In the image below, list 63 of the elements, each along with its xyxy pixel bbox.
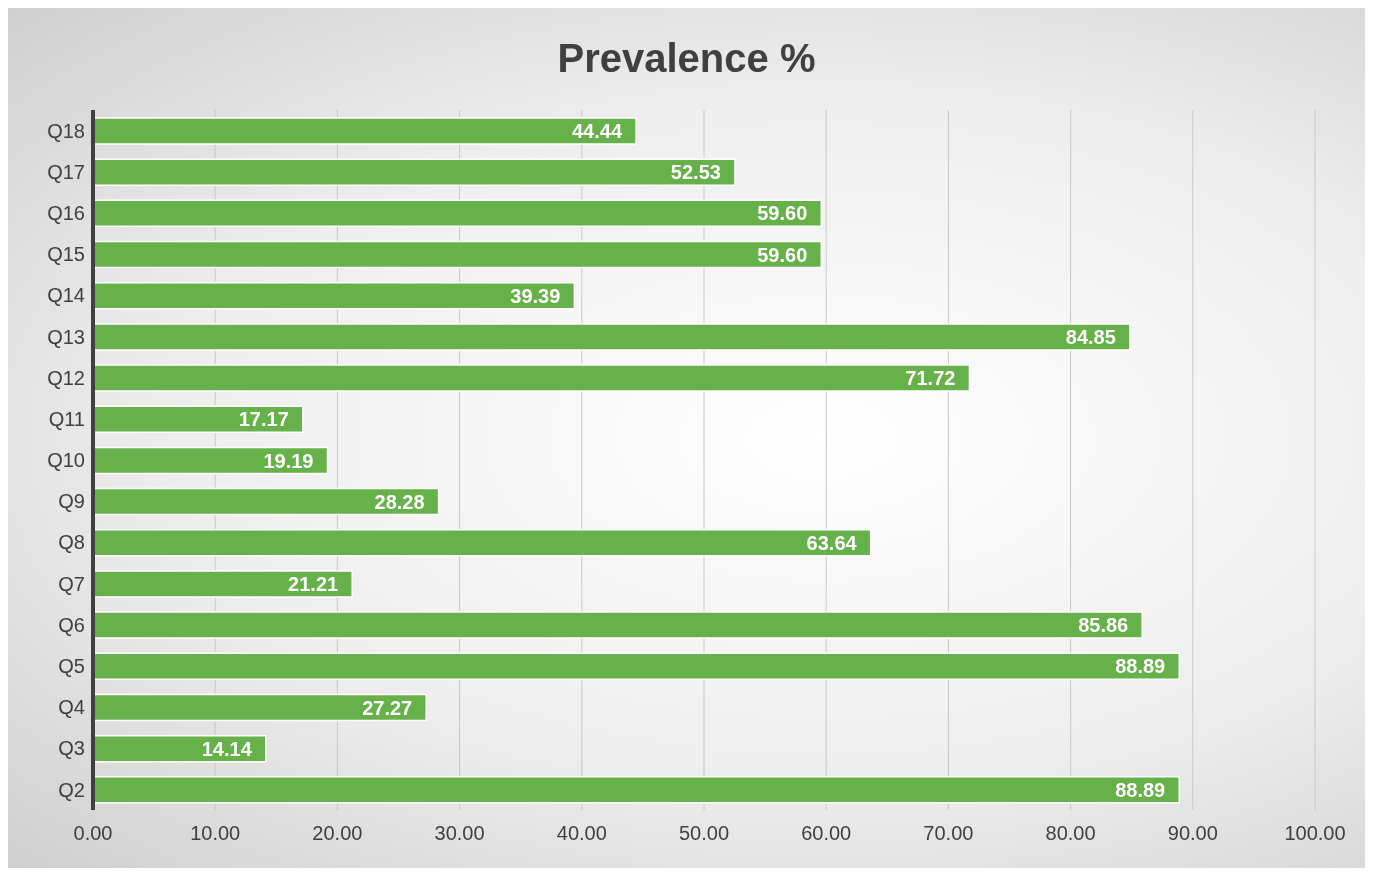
bar (93, 570, 353, 598)
y-tick-label: Q15 (47, 243, 85, 266)
y-tick-label: Q11 (48, 407, 85, 430)
bar (93, 693, 427, 722)
bar (93, 281, 576, 310)
chart-title: Prevalence % (556, 35, 817, 80)
x-tick-label: 10.00 (190, 822, 241, 845)
bar (93, 734, 267, 763)
x-tick-label: 100.00 (1284, 822, 1346, 845)
data-label: 63.64 (806, 531, 858, 554)
x-tick-label: 90.00 (1167, 822, 1218, 845)
data-label: 39.39 (510, 284, 561, 307)
data-label: 59.60 (757, 202, 808, 225)
data-label: 21.21 (288, 573, 339, 596)
data-label: 71.72 (905, 367, 956, 390)
y-tick-label: Q3 (58, 737, 85, 760)
x-tick-label: 50.00 (678, 822, 730, 845)
data-label: 14.14 (201, 737, 253, 760)
y-tick-label: Q6 (58, 613, 85, 636)
data-label: 59.60 (757, 243, 808, 266)
x-tick-label: 60.00 (801, 822, 852, 845)
bar (93, 364, 971, 392)
bar (93, 487, 440, 516)
y-tick-label: Q7 (58, 572, 85, 595)
data-label: 27.27 (362, 696, 413, 719)
data-label: 19.19 (263, 449, 314, 472)
data-label: 52.53 (670, 161, 721, 184)
data-label: 44.44 (571, 120, 623, 143)
y-tick-label: Q14 (47, 284, 85, 307)
x-tick-label: 30.00 (434, 822, 485, 845)
y-tick-label: Q17 (47, 160, 85, 183)
y-tick-label: Q5 (58, 654, 85, 677)
bar (93, 158, 736, 186)
bar (93, 446, 329, 475)
bar (93, 652, 1180, 681)
bar (93, 199, 823, 228)
data-label: 88.89 (1115, 655, 1166, 678)
bar (93, 240, 823, 269)
y-tick-label: Q4 (58, 696, 85, 719)
bar (93, 117, 637, 145)
data-label: 85.86 (1078, 614, 1129, 637)
bar (93, 529, 872, 557)
y-tick-label: Q10 (47, 449, 85, 472)
data-label: 84.85 (1065, 325, 1116, 348)
bar (93, 776, 1180, 804)
bar (93, 611, 1143, 639)
y-tick-label: Q12 (47, 366, 85, 389)
y-tick-label: Q9 (58, 490, 85, 513)
x-tick-label: 0.00 (73, 822, 113, 845)
data-label: 17.17 (238, 408, 289, 431)
bar (93, 323, 1131, 351)
y-tick-label: Q8 (58, 531, 85, 554)
y-tick-label: Q16 (47, 202, 85, 225)
data-label: 28.28 (374, 490, 425, 513)
y-tick-label: Q2 (58, 778, 85, 801)
x-tick-label: 40.00 (556, 822, 607, 845)
y-tick-label: Q13 (47, 325, 85, 348)
x-tick-label: 20.00 (312, 822, 363, 845)
data-label: 88.89 (1115, 778, 1166, 801)
x-tick-label: 80.00 (1045, 822, 1096, 845)
x-tick-label: 70.00 (923, 822, 974, 845)
y-tick-label: Q18 (47, 119, 85, 142)
bar (93, 405, 304, 433)
